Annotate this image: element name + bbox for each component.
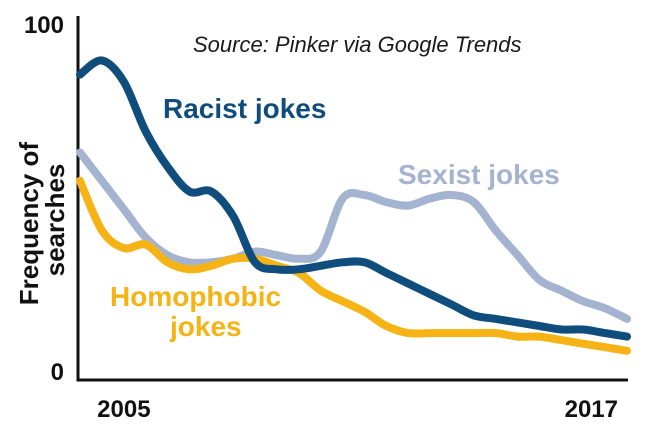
series-label-homophobic: Homophobic jokes [110, 281, 289, 342]
y-tick-label: 100 [24, 12, 64, 39]
series-labels: Racist jokes Sexist jokes Homophobic jok… [110, 93, 560, 342]
x-tick-label: 2017 [565, 396, 618, 423]
series-label-racist: Racist jokes [163, 93, 326, 124]
x-tick-label: 2005 [97, 396, 150, 423]
series-line-sexist-jokes [76, 148, 631, 323]
series-label-racist-line-1: Racist jokes [163, 93, 326, 124]
series-label-sexist-line-1: Sexist jokes [398, 159, 560, 190]
y-tick-label: 0 [51, 359, 64, 386]
y-tick-labels: 100 0 [24, 12, 64, 386]
series-label-homophobic-line-1: Homophobic [110, 281, 281, 312]
y-axis-title-line-2: searches [40, 164, 70, 277]
series-line-homophobic-jokes [76, 176, 631, 355]
series-label-homophobic-line-2: jokes [169, 311, 242, 342]
x-tick-labels: 2005 2017 [97, 396, 618, 423]
series-label-sexist: Sexist jokes [398, 159, 560, 190]
y-axis-title-line-1: Frequency of [14, 142, 44, 306]
source-note: Source: Pinker via Google Trends [193, 32, 522, 57]
y-axis-title: Frequency of searches [14, 135, 70, 305]
series-lines [76, 56, 631, 355]
series-line-racist-jokes [76, 56, 631, 341]
